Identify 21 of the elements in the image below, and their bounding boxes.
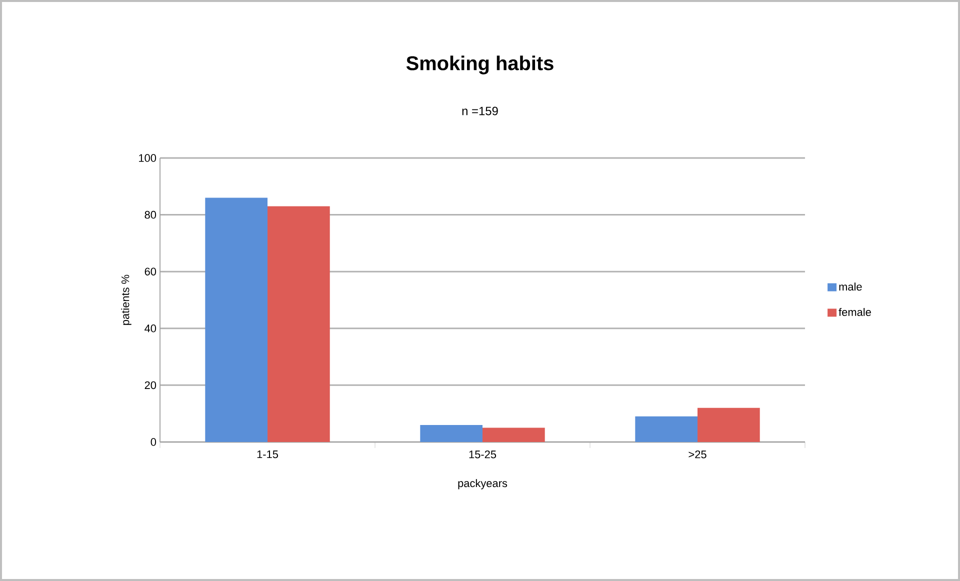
- x-tick-label: 1-15: [257, 450, 278, 458]
- bar: [698, 408, 760, 442]
- bar: [482, 428, 545, 442]
- x-tick-label: >25: [688, 450, 706, 458]
- y-tick-label: 60: [144, 268, 156, 276]
- x-axis-title: packyears: [458, 479, 508, 490]
- y-tick-label: 0: [150, 438, 156, 446]
- y-tick-label: 20: [144, 381, 156, 390]
- bar: [205, 198, 268, 442]
- chart-subtitle: n =159: [462, 106, 498, 116]
- chart-title: Smoking habits: [406, 56, 554, 74]
- legend-label: female: [838, 308, 871, 316]
- y-axis-title: patients %: [121, 274, 132, 325]
- bar: [635, 416, 698, 442]
- y-tick-label: 80: [144, 210, 156, 219]
- bar: [268, 206, 330, 442]
- y-tick-label: 40: [144, 324, 156, 332]
- x-tick-label: 15-25: [469, 450, 496, 458]
- legend-label: male: [839, 282, 862, 291]
- y-tick-label: 100: [139, 154, 156, 162]
- bar: [420, 424, 483, 442]
